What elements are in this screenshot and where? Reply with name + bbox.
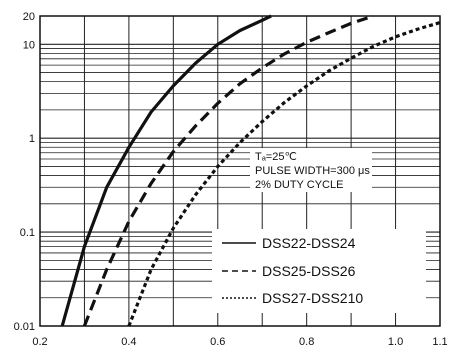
- annotation-background: [250, 148, 372, 192]
- series-line-dss25-dss26: [82, 14, 374, 327]
- y-tick-label: 10: [23, 39, 35, 51]
- legend: DSS22-DSS24 DSS25-DSS26 DSS27-DSS210: [212, 229, 426, 313]
- annotation-temperature: Tₐ=25℃: [255, 151, 297, 163]
- x-tick-label: 0.6: [210, 336, 225, 348]
- y-tick-label: 1: [29, 133, 35, 145]
- curves: [60, 14, 441, 327]
- plot-frame: [39, 15, 441, 327]
- annotation-pulse-width: PULSE WIDTH=300 μs: [255, 165, 370, 177]
- tick-labels: 0.2 0.4 0.6 0.8 1.0 1.1 0.01 0.1 1 10 20: [14, 11, 448, 348]
- x-tick-label: 1.0: [388, 336, 403, 348]
- y-tick-label: 0.1: [20, 227, 35, 239]
- y-tick-label: 20: [23, 11, 35, 23]
- x-tick-label: 0.4: [121, 336, 136, 348]
- test-conditions-annotation: Tₐ=25℃ PULSE WIDTH=300 μs 2% DUTY CYCLE: [250, 148, 372, 192]
- series-line-dss27-dss210: [127, 21, 441, 327]
- legend-label-dss22-dss24: DSS22-DSS24: [262, 235, 356, 251]
- legend-label-dss27-dss210: DSS27-DSS210: [262, 290, 363, 306]
- y-tick-label: 0.01: [14, 321, 35, 333]
- annotation-duty-cycle: 2% DUTY CYCLE: [255, 179, 343, 191]
- series-line-dss22-dss24: [60, 14, 272, 327]
- x-tick-label: 1.1: [432, 336, 447, 348]
- x-tick-label: 0.8: [299, 336, 314, 348]
- x-tick-label: 0.2: [32, 336, 47, 348]
- legend-label-dss25-dss26: DSS25-DSS26: [262, 263, 356, 279]
